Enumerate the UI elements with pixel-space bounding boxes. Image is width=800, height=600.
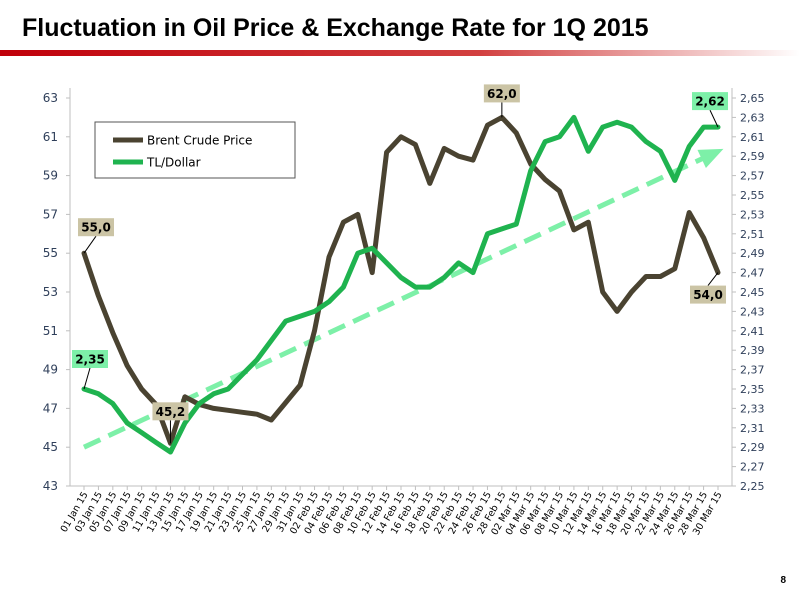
data-label-leader xyxy=(83,235,97,254)
right-tick-label: 2,59 xyxy=(740,150,765,163)
data-label: 55,0 xyxy=(81,221,111,235)
legend-label: TL/Dollar xyxy=(146,156,201,170)
data-label-box xyxy=(72,350,108,368)
right-tick-label: 2,37 xyxy=(740,364,765,377)
trend-arrowhead xyxy=(697,148,724,169)
data-label-leader xyxy=(709,109,719,128)
left-tick-label: 53 xyxy=(43,285,58,299)
data-label: 2,62 xyxy=(695,95,725,109)
right-tick-label: 2,65 xyxy=(740,92,765,105)
right-tick-label: 2,35 xyxy=(740,383,765,396)
right-tick-label: 2,53 xyxy=(740,208,765,221)
data-label-box xyxy=(692,92,728,111)
left-tick-label: 55 xyxy=(43,246,58,260)
data-label: 45,2 xyxy=(156,405,186,419)
right-tick-label: 2,47 xyxy=(740,267,765,280)
data-label-box xyxy=(78,218,114,237)
right-tick-label: 2,45 xyxy=(740,286,765,299)
data-label: 62,0 xyxy=(487,87,517,101)
left-tick-label: 43 xyxy=(43,479,58,493)
data-label-box xyxy=(152,402,189,421)
brent-crude-price-line xyxy=(81,114,721,446)
chart: 43 45 47 49 51 53 55 57 59 61 63 2,25 2,27 2,29 2,31 2,… xyxy=(43,84,765,537)
page-title: Fluctuation in Oil Price & Exchange Rate… xyxy=(22,14,649,42)
left-tick-label: 47 xyxy=(43,401,58,415)
right-tick-label: 2,41 xyxy=(740,325,765,338)
right-tick-label: 2,33 xyxy=(740,402,765,415)
right-tick-label: 2,55 xyxy=(740,189,765,202)
right-tick-label: 2,49 xyxy=(740,247,765,260)
tl-dollar-line xyxy=(81,114,721,455)
data-label-leader xyxy=(707,272,719,286)
left-tick-label: 45 xyxy=(43,440,58,454)
right-tick-label: 2,51 xyxy=(740,228,765,241)
data-label: 54,0 xyxy=(693,288,723,302)
left-tick-label: 57 xyxy=(43,207,58,221)
left-tick-label: 49 xyxy=(43,363,58,377)
right-tick-label: 2,27 xyxy=(740,461,765,474)
right-tick-label: 2,43 xyxy=(740,305,765,318)
right-tick-label: 2,25 xyxy=(740,480,765,493)
right-tick-label: 2,57 xyxy=(740,170,765,183)
left-tick-label: 61 xyxy=(43,130,58,144)
data-label-box xyxy=(483,84,520,103)
right-tick-label: 2,29 xyxy=(740,441,765,454)
right-tick-label: 2,61 xyxy=(740,131,765,144)
data-label-box xyxy=(690,285,726,304)
data-label: 2,35 xyxy=(75,353,105,367)
left-tick-label: 51 xyxy=(43,324,58,338)
left-tick-label: 59 xyxy=(43,169,58,183)
right-tick-label: 2,63 xyxy=(740,111,765,124)
legend-box xyxy=(94,121,296,179)
title-rule xyxy=(0,50,800,56)
page-number: 8 xyxy=(780,575,786,586)
right-tick-label: 2,31 xyxy=(740,422,765,435)
data-label-leader xyxy=(83,367,91,390)
right-tick-label: 2,39 xyxy=(740,344,765,357)
legend-label: Brent Crude Price xyxy=(147,134,252,148)
left-tick-label: 63 xyxy=(43,91,58,105)
